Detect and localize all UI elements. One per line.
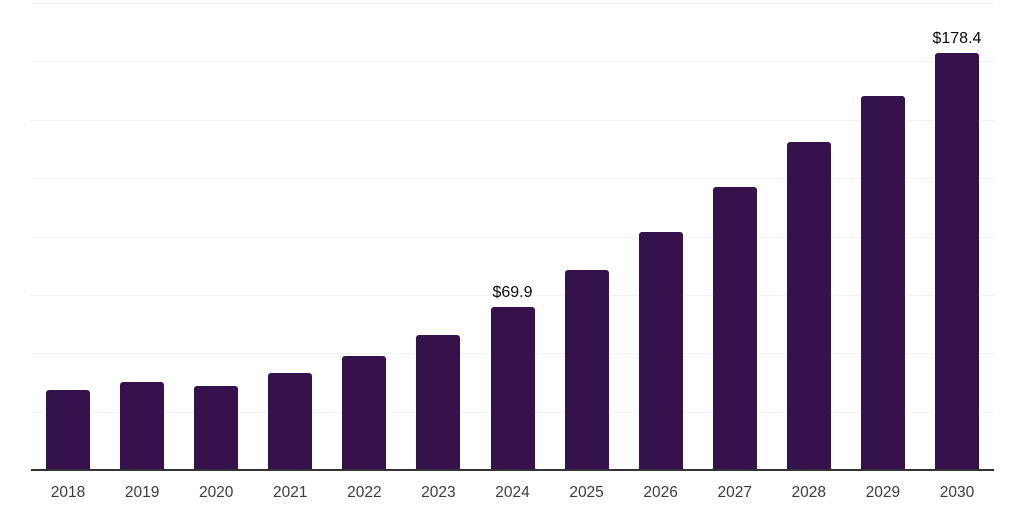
- bar-2028: [786, 141, 831, 470]
- bar-2023: [416, 335, 461, 470]
- bar-2025: [564, 269, 609, 470]
- bar-2022: [342, 356, 387, 470]
- x-tick-2021: 2021: [273, 484, 308, 501]
- bar-2030: [934, 53, 979, 470]
- x-tick-2025: 2025: [569, 484, 604, 501]
- bar-2027: [712, 186, 757, 470]
- bar-2026: [638, 232, 683, 470]
- gridline: [31, 119, 994, 121]
- gridline: [31, 236, 994, 238]
- bar-2029: [860, 95, 905, 470]
- bar-2024: [490, 306, 535, 470]
- value-label-2024: $69.9: [492, 283, 533, 301]
- value-label-2030: $178.4: [932, 30, 982, 48]
- bar-2019: [120, 381, 165, 470]
- gridline: [31, 178, 994, 180]
- x-tick-2019: 2019: [124, 484, 160, 501]
- x-tick-2020: 2020: [198, 484, 234, 501]
- gridline: [31, 3, 994, 4]
- x-tick-2026: 2026: [643, 484, 678, 501]
- x-tick-2028: 2028: [791, 484, 827, 501]
- x-tick-2027: 2027: [717, 484, 752, 501]
- bar-2018: [46, 389, 91, 470]
- x-tick-2024: 2024: [495, 484, 530, 501]
- x-tick-2030: 2030: [939, 484, 975, 501]
- gridline: [31, 61, 994, 63]
- gridline: [31, 294, 994, 296]
- bar-2020: [194, 385, 239, 470]
- x-tick-2022: 2022: [347, 484, 382, 501]
- x-tick-2023: 2023: [421, 484, 456, 501]
- x-tick-2029: 2029: [865, 484, 901, 501]
- x-tick-2018: 2018: [50, 484, 86, 501]
- bar-2021: [268, 373, 313, 470]
- x-axis-line: [31, 469, 994, 471]
